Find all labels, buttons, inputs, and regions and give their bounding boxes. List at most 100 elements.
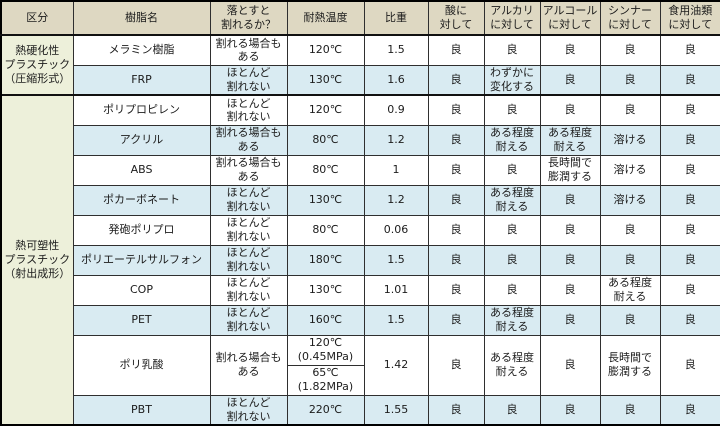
thinner-cell: 溶ける	[599, 184, 661, 216]
col-header-alkali: アルカリ に対して	[483, 0, 541, 36]
table-row: COP ほとんど 割れない 130℃ 1.01 良 良 良 ある程度 耐える 良	[1, 274, 720, 306]
breakability-cell: ほとんど 割れない	[209, 64, 288, 96]
alcohol-cell: 良	[539, 304, 601, 336]
table-row: アクリル 割れる場合も ある 80℃ 1.2 良 ある程度 耐える ある程度 耐…	[1, 124, 720, 156]
specific-gravity-cell: 1.2	[363, 184, 429, 216]
acid-cell: 良	[427, 124, 485, 156]
heat-temp-cell: 130℃	[286, 184, 365, 216]
resin-name-cell: ポリプロピレン	[72, 94, 211, 126]
heat-temp-cell: 130℃	[286, 64, 365, 96]
acid-cell: 良	[427, 64, 485, 96]
col-header-acid: 酸に 対して	[427, 0, 485, 36]
oil-cell: 良	[659, 274, 720, 306]
oil-cell: 良	[659, 214, 720, 246]
table-row: PET ほとんど 割れない 160℃ 1.5 良 ある程度 耐える 良 良 良	[1, 304, 720, 336]
resin-name-cell: PBT	[72, 394, 211, 426]
col-header-alcohol: アルコール に対して	[539, 0, 601, 36]
header-row: 区分 樹脂名 落とすと 割れるか？ 耐熱温度 比重 酸に 対して アルカリ に対…	[0, 0, 720, 36]
heat-temp-cell: 80℃	[286, 154, 365, 186]
specific-gravity-cell: 1.5	[363, 304, 429, 336]
alcohol-cell: 良	[539, 394, 601, 426]
oil-cell: 良	[659, 304, 720, 336]
acid-cell: 良	[427, 214, 485, 246]
breakability-cell: 割れる場合も ある	[209, 34, 288, 66]
alkali-cell: ある程度 耐える	[483, 124, 541, 156]
heat-temp-cell: 120℃	[286, 94, 365, 126]
breakability-cell: ほとんど 割れない	[209, 394, 288, 426]
breakability-cell: ほとんど 割れない	[209, 304, 288, 336]
alcohol-cell: 良	[539, 64, 601, 96]
heat-temp-cell: 220℃	[286, 394, 365, 426]
alkali-cell: ある程度 耐える	[483, 184, 541, 216]
specific-gravity-cell: 1	[363, 154, 429, 186]
alkali-cell: ある程度 耐える	[483, 334, 541, 396]
table-row: 熱硬化性 プラスチック （圧縮形式） メラミン樹脂 割れる場合も ある 120℃…	[0, 34, 720, 96]
breakability-cell: ほとんど 割れない	[209, 274, 288, 306]
alcohol-cell: 良	[539, 214, 601, 246]
resin-name-cell: ABS	[72, 154, 211, 186]
heat-temp-cell: 80℃	[286, 214, 365, 246]
thinner-cell: 溶ける	[599, 124, 661, 156]
resin-name-cell: ポカーボネート	[72, 184, 211, 216]
acid-cell: 良	[427, 304, 485, 336]
alkali-cell: 良	[483, 244, 541, 276]
acid-cell: 良	[427, 184, 485, 216]
thinner-cell: 良	[599, 64, 661, 96]
heat-temp-cell: 160℃	[286, 304, 365, 336]
oil-cell: 良	[659, 94, 720, 126]
acid-cell: 良	[427, 394, 485, 426]
category-thermoplastic: 熱可塑性 プラスチック （射出成形）	[0, 94, 74, 426]
acid-cell: 良	[427, 34, 485, 66]
thinner-cell: 良	[599, 244, 661, 276]
specific-gravity-cell: 1.2	[363, 124, 429, 156]
specific-gravity-cell: 0.9	[363, 94, 429, 126]
alkali-cell: 良	[483, 214, 541, 246]
thinner-cell: 良	[599, 214, 661, 246]
heat-temp-cell-bottom: 65℃ (1.82MPa)	[286, 364, 365, 396]
breakability-cell: ほとんど 割れない	[209, 244, 288, 276]
thinner-cell: 長時間で 膨潤する	[599, 334, 661, 396]
table-row: 65℃ (1.82MPa)	[1, 364, 720, 396]
alkali-cell: 良	[483, 34, 541, 66]
breakability-cell: 割れる場合も ある	[209, 334, 288, 396]
resin-name-cell: 発砲ポリプロ	[72, 214, 211, 246]
heat-temp-cell: 120℃	[286, 34, 365, 66]
specific-gravity-cell: 1.55	[363, 394, 429, 426]
alkali-cell: 良	[483, 274, 541, 306]
table-row: ポカーボネート ほとんど 割れない 130℃ 1.2 良 ある程度 耐える 良 …	[1, 184, 720, 216]
acid-cell: 良	[427, 154, 485, 186]
col-header-resin-name: 樹脂名	[72, 0, 211, 36]
specific-gravity-cell: 1.01	[363, 274, 429, 306]
alcohol-cell: 良	[539, 274, 601, 306]
alkali-cell: わずかに 変化する	[483, 64, 541, 96]
col-header-specific-gravity: 比重	[363, 0, 429, 36]
alkali-cell: 良	[483, 154, 541, 186]
resin-name-cell: ポリエーテルサルフォン	[72, 244, 211, 276]
heat-temp-cell-top: 120℃ (0.45MPa)	[286, 334, 365, 366]
specific-gravity-cell: 1.5	[363, 34, 429, 66]
breakability-cell: ほとんど 割れない	[209, 94, 288, 126]
breakability-cell: ほとんど 割れない	[209, 184, 288, 216]
table-row: ABS 割れる場合も ある 80℃ 1 良 良 長時間で 膨潤する 溶ける 良	[1, 154, 720, 186]
oil-cell: 良	[659, 334, 720, 396]
resin-name-cell: COP	[72, 274, 211, 306]
alcohol-cell: 良	[539, 34, 601, 66]
resin-name-cell: PET	[72, 304, 211, 336]
acid-cell: 良	[427, 244, 485, 276]
alkali-cell: 良	[483, 394, 541, 426]
breakability-cell: 割れる場合も ある	[209, 154, 288, 186]
specific-gravity-cell: 1.5	[363, 244, 429, 276]
alcohol-cell: 良	[539, 334, 601, 396]
acid-cell: 良	[427, 274, 485, 306]
specific-gravity-cell: 0.06	[363, 214, 429, 246]
oil-cell: 良	[659, 184, 720, 216]
heat-temp-cell: 80℃	[286, 124, 365, 156]
col-header-cooking-oil: 食用油類 に対して	[659, 0, 720, 36]
resin-name-cell: メラミン樹脂	[72, 34, 211, 66]
thinner-cell: 良	[599, 304, 661, 336]
table-row: ポリエーテルサルフォン ほとんど 割れない 180℃ 1.5 良 良 良 良 良	[1, 244, 720, 276]
thinner-cell: 良	[599, 34, 661, 66]
thinner-cell: 良	[599, 394, 661, 426]
thinner-cell: ある程度 耐える	[599, 274, 661, 306]
